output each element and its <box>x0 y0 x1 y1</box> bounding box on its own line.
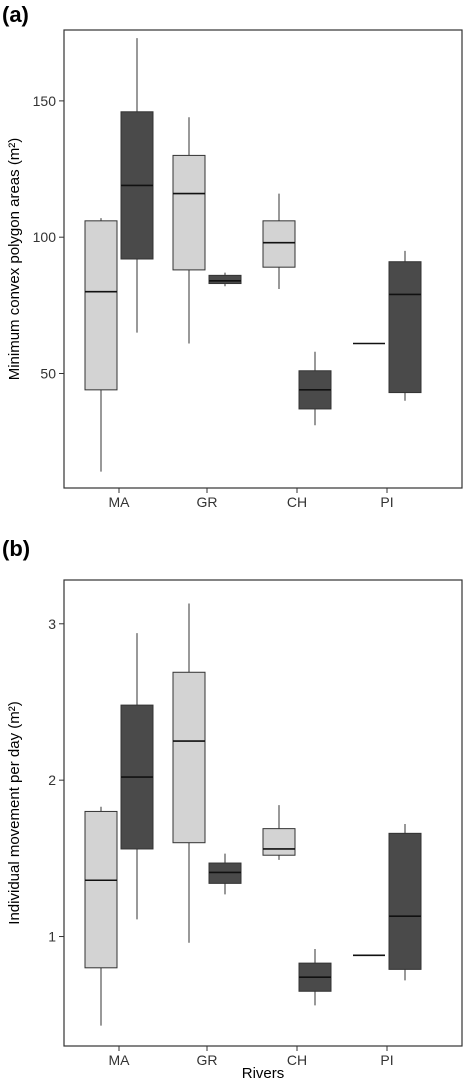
y-tick-label: 150 <box>33 93 57 109</box>
box-ch-light <box>262 193 296 289</box>
box-body <box>208 274 242 285</box>
panel-a: (a) Minimum convex polygon areas (m²) 50… <box>2 2 463 510</box>
panel-b: (b) Individual movement per day (m²) Riv… <box>2 536 463 1082</box>
panel-label-b: (b) <box>2 536 30 561</box>
box-gr-dark <box>208 272 242 287</box>
box-gr-light <box>172 603 206 943</box>
box-body <box>388 261 422 394</box>
box-ma-light <box>84 806 118 1026</box>
plot-area-b: 1 2 3 MA GR CH PI <box>48 603 422 1068</box>
box-body <box>388 832 422 970</box>
x-tick-label: MA <box>109 494 131 510</box>
box-gr-dark <box>208 853 242 895</box>
x-axis-title-b: Rivers <box>242 1065 285 1082</box>
x-tick-label: PI <box>380 494 393 510</box>
x-tick-label: GR <box>197 1052 218 1068</box>
y-tick-label: 100 <box>33 229 57 245</box>
box-body <box>172 671 206 844</box>
x-tick-label: CH <box>287 494 307 510</box>
box-pi-dark <box>388 823 422 981</box>
y-axis-title-a: Minimum convex polygon areas (m²) <box>6 138 23 381</box>
box-body <box>84 220 118 391</box>
box-body <box>84 810 118 969</box>
x-tick-label: GR <box>197 494 218 510</box>
x-tick-label: PI <box>380 1052 393 1068</box>
y-tick-label: 1 <box>48 929 56 945</box>
box-ma-dark <box>120 633 154 920</box>
y-tick-label: 2 <box>48 772 56 788</box>
box-ch-light <box>262 805 296 860</box>
panel-label-a: (a) <box>2 2 29 27</box>
box-body <box>172 154 206 271</box>
box-body <box>262 828 296 856</box>
plot-area-a: 50 100 150 MA GR CH PI <box>33 38 422 510</box>
box-body <box>262 220 296 268</box>
box-ch-dark <box>298 949 332 1006</box>
y-tick-label: 3 <box>48 616 56 632</box>
x-tick-label: MA <box>109 1052 131 1068</box>
box-ma-dark <box>120 38 154 333</box>
box-pi-dark <box>388 250 422 401</box>
box-gr-light <box>172 117 206 344</box>
y-axis-title-b: Individual movement per day (m²) <box>6 701 23 924</box>
x-tick-label: CH <box>287 1052 307 1068</box>
y-tick-label: 50 <box>40 366 56 382</box>
box-ch-dark <box>298 351 332 426</box>
box-ma-light <box>84 218 118 472</box>
